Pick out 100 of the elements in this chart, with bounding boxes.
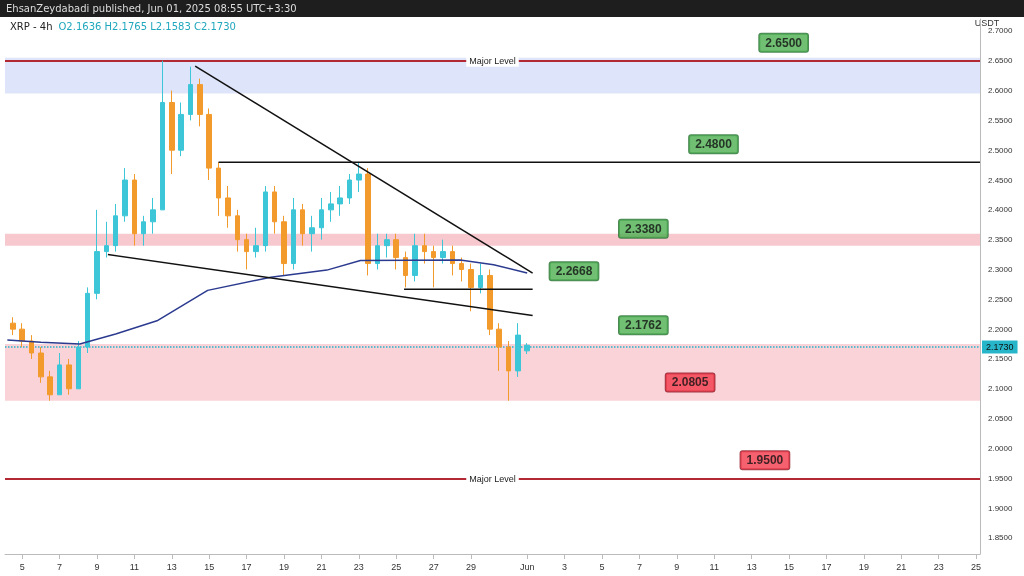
candlestick bbox=[347, 173, 352, 205]
y-tick-label: 2.1500 bbox=[988, 354, 1014, 364]
y-tick-label: 2.5500 bbox=[988, 115, 1014, 125]
candlestick bbox=[356, 161, 362, 193]
y-tick-label: 2.6500 bbox=[988, 56, 1014, 66]
y-tick-label: 2.3000 bbox=[988, 265, 1014, 274]
candlestick bbox=[113, 203, 118, 253]
candlestick bbox=[178, 102, 184, 157]
candlestick bbox=[319, 197, 324, 241]
candlestick bbox=[337, 185, 343, 217]
x-tick-label: 17 bbox=[241, 561, 252, 572]
annotation: 1.9500 bbox=[746, 453, 784, 468]
x-tick-label: 5 bbox=[599, 561, 605, 572]
x-tick-label: 19 bbox=[858, 561, 869, 572]
y-tick-label: 2.0500 bbox=[988, 414, 1014, 424]
line-series bbox=[6, 259, 528, 345]
y-tick-label: 2.1000 bbox=[988, 384, 1014, 394]
candlestick bbox=[66, 358, 72, 396]
candlestick bbox=[375, 233, 380, 270]
ref-line-label: Major Level bbox=[469, 56, 516, 67]
x-tick-label: 13 bbox=[166, 561, 177, 572]
candlestick bbox=[10, 316, 16, 336]
text: EhsanZeydabadi published, Jun 01, 2025 08:55 UTC+3:30 bbox=[5, 2, 298, 16]
candlestick bbox=[393, 233, 399, 270]
candlestick bbox=[328, 191, 334, 223]
candlestick bbox=[132, 173, 137, 247]
candlestick bbox=[263, 185, 268, 253]
candlestick bbox=[309, 215, 315, 253]
x-tick-label: 11 bbox=[129, 561, 140, 572]
candlestick bbox=[169, 90, 175, 175]
y-tick-label: 2.5000 bbox=[988, 145, 1014, 155]
y-tick-label: 2.6000 bbox=[988, 86, 1014, 96]
x-tick-label: 13 bbox=[746, 561, 757, 572]
annotation: 2.3380 bbox=[625, 221, 663, 236]
y-tick-label: 2.4500 bbox=[988, 175, 1014, 185]
y-tick-label: 1.9000 bbox=[988, 503, 1014, 513]
candlestick bbox=[150, 197, 156, 235]
candlestick bbox=[422, 233, 427, 265]
y-tick-label: 1.8500 bbox=[988, 533, 1014, 543]
candlestick bbox=[225, 185, 231, 229]
x-tick-label: 27 bbox=[428, 561, 439, 572]
y-tick-label: 2.7000 bbox=[988, 26, 1014, 36]
x-tick-label: 9 bbox=[674, 561, 680, 572]
candlestick bbox=[197, 78, 203, 127]
ref-line-label: 2.1730 bbox=[986, 342, 1014, 353]
x-tick-label: 15 bbox=[784, 561, 795, 572]
candlestick bbox=[76, 340, 81, 390]
y-tick-label: 2.3500 bbox=[988, 235, 1014, 245]
candlestick bbox=[384, 233, 390, 259]
y-tick-label: 2.4000 bbox=[988, 205, 1014, 215]
candlestick bbox=[300, 203, 305, 247]
candlestick bbox=[85, 286, 90, 354]
candlestick bbox=[253, 227, 259, 259]
y-tick-label: 2.0000 bbox=[988, 443, 1014, 453]
ref-line-label: Major Level bbox=[469, 473, 516, 484]
candlestick bbox=[412, 233, 418, 282]
candlestick bbox=[244, 233, 249, 270]
x-tick-label: 17 bbox=[821, 561, 832, 572]
candlestick bbox=[29, 334, 34, 360]
candlestick bbox=[122, 167, 128, 223]
annotation: 2.4800 bbox=[695, 137, 733, 152]
chart-subtitle: O2.1636 H2.1765 L2.1583 C2.1730 bbox=[58, 21, 236, 32]
x-tick-label: Jun bbox=[519, 561, 535, 572]
annotation: 2.6500 bbox=[765, 35, 803, 50]
candlestick bbox=[478, 263, 483, 294]
candlestick bbox=[38, 346, 44, 384]
x-tick-label: 11 bbox=[709, 561, 719, 572]
y-tick-label: 2.2500 bbox=[988, 294, 1014, 304]
x-tick-label: 29 bbox=[466, 561, 477, 572]
candlestick bbox=[440, 239, 446, 265]
candlestick bbox=[216, 161, 221, 217]
x-tick-label: 19 bbox=[279, 561, 290, 572]
candlestick bbox=[235, 209, 240, 253]
x-tick-label: 25 bbox=[391, 561, 402, 572]
candlestick bbox=[496, 322, 502, 372]
candlestick bbox=[515, 322, 521, 378]
y-tick-label: 1.9500 bbox=[988, 473, 1014, 483]
candlestick bbox=[272, 185, 277, 235]
candlestick bbox=[104, 221, 109, 259]
candlestick bbox=[47, 370, 53, 402]
annotation: 2.0805 bbox=[671, 375, 709, 390]
x-tick-label: 23 bbox=[933, 561, 944, 572]
chart-title: XRP - 4h bbox=[10, 21, 53, 32]
candlestick bbox=[281, 215, 287, 276]
candlestick bbox=[206, 107, 212, 181]
x-tick-label: 5 bbox=[19, 561, 25, 572]
candlestick bbox=[506, 340, 511, 402]
candlestick bbox=[365, 167, 371, 276]
candlestick bbox=[403, 251, 408, 288]
x-tick-label: 3 bbox=[562, 561, 568, 572]
x-tick-label: 21 bbox=[316, 561, 327, 572]
x-tick-label: 15 bbox=[204, 561, 215, 572]
x-tick-label: 7 bbox=[636, 561, 642, 572]
y-tick-label: 2.2000 bbox=[988, 324, 1014, 334]
annotation: 2.1762 bbox=[625, 318, 663, 333]
candlestick bbox=[459, 257, 464, 282]
annotation: 2.2668 bbox=[555, 264, 593, 279]
candlestick bbox=[431, 245, 436, 288]
x-tick-label: 7 bbox=[57, 561, 63, 572]
candlestick bbox=[468, 263, 474, 312]
